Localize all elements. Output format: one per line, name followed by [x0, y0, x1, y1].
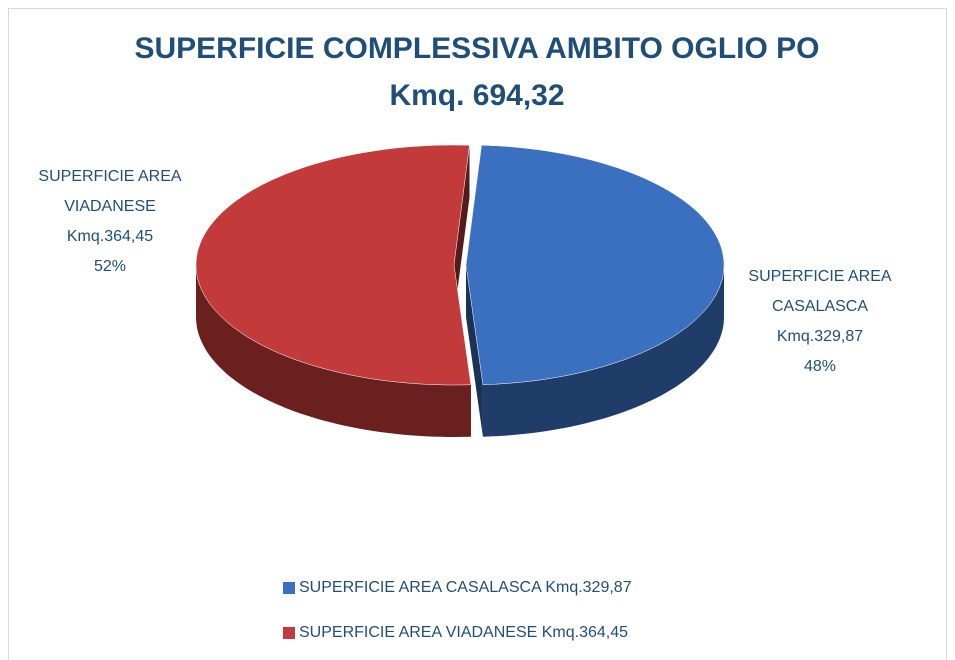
- slice: [465, 144, 725, 385]
- legend-label: SUPERFICIE AREA CASALASCA Kmq.329,87: [299, 579, 632, 596]
- chart-subtitle: Kmq. 694,32: [389, 79, 564, 112]
- legend-swatch: [283, 582, 295, 594]
- slice-side: [454, 145, 470, 317]
- legend-swatch: [283, 627, 295, 639]
- slice: [195, 144, 472, 386]
- slice-group: [195, 144, 472, 437]
- legend-label: SUPERFICIE AREA VIADANESE Kmq.364,45: [299, 624, 628, 641]
- data-label-value: 52%: [93, 258, 127, 275]
- chart-title: SUPERFICIE COMPLESSIVA AMBITO OGLIO PO: [134, 32, 819, 65]
- data-label: SUPERFICIE AREA CASALASCA Kmq.329,87: [748, 268, 892, 345]
- slice-group: [465, 144, 725, 437]
- slice-side: [196, 265, 471, 437]
- slice-side: [466, 265, 483, 437]
- data-label-value: 48%: [803, 358, 837, 375]
- data-label: SUPERFICIE AREA VIADANESE Kmq.364,45: [38, 168, 182, 245]
- slice-side: [482, 265, 724, 437]
